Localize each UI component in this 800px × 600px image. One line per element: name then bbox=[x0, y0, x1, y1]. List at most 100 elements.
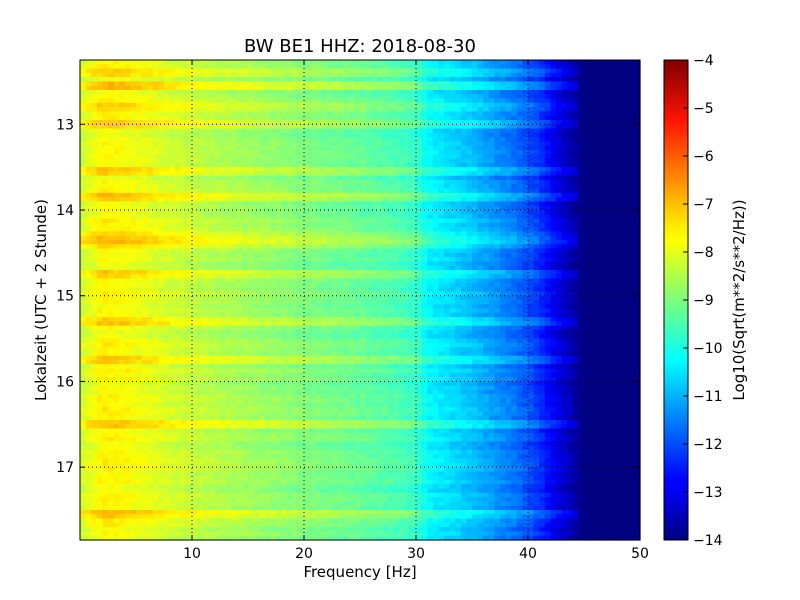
heatmap-cell bbox=[248, 137, 255, 143]
heatmap-cell bbox=[634, 141, 641, 147]
heatmap-cell bbox=[589, 184, 596, 190]
heatmap-cell bbox=[444, 162, 451, 168]
heatmap-cell bbox=[533, 60, 540, 65]
heatmap-cell bbox=[102, 150, 109, 155]
heatmap-cell bbox=[253, 68, 260, 74]
heatmap-cell bbox=[623, 210, 630, 215]
heatmap-cell bbox=[225, 252, 232, 258]
heatmap-cell bbox=[410, 192, 417, 198]
heatmap-cell bbox=[259, 150, 266, 155]
heatmap-cell bbox=[528, 132, 535, 138]
heatmap-cell bbox=[544, 102, 551, 108]
heatmap-cell bbox=[164, 222, 171, 228]
heatmap-cell bbox=[544, 107, 551, 113]
heatmap-cell bbox=[483, 77, 490, 83]
heatmap-cell bbox=[164, 175, 171, 181]
heatmap-cell bbox=[365, 64, 372, 70]
heatmap-cell bbox=[416, 261, 423, 267]
heatmap-cell bbox=[550, 210, 557, 215]
heatmap-cell bbox=[488, 145, 495, 151]
heatmap-cell bbox=[259, 240, 266, 245]
heatmap-cell bbox=[85, 107, 92, 113]
heatmap-cell bbox=[505, 227, 512, 233]
heatmap-cell bbox=[304, 235, 311, 241]
heatmap-cell bbox=[96, 270, 103, 275]
heatmap-cell bbox=[113, 222, 120, 228]
heatmap-cell bbox=[136, 240, 143, 245]
heatmap-cell bbox=[197, 137, 204, 143]
heatmap-cell bbox=[320, 150, 327, 155]
heatmap-cell bbox=[225, 227, 232, 233]
heatmap-cell bbox=[147, 222, 154, 228]
heatmap-cell bbox=[376, 102, 383, 108]
heatmap-cell bbox=[108, 72, 115, 78]
heatmap-cell bbox=[393, 171, 400, 177]
heatmap-cell bbox=[634, 244, 641, 250]
heatmap-cell bbox=[404, 175, 411, 181]
heatmap-cell bbox=[220, 77, 227, 83]
heatmap-cell bbox=[444, 222, 451, 228]
heatmap-cell bbox=[197, 248, 204, 254]
heatmap-cell bbox=[287, 184, 294, 190]
heatmap-cell bbox=[192, 214, 199, 220]
heatmap-cell bbox=[376, 154, 383, 160]
heatmap-cell bbox=[276, 205, 283, 211]
heatmap-cell bbox=[393, 265, 400, 271]
heatmap-cell bbox=[236, 240, 243, 245]
heatmap-cell bbox=[315, 210, 322, 215]
heatmap-cell bbox=[192, 240, 199, 245]
heatmap-cell bbox=[399, 162, 406, 168]
heatmap-cell bbox=[108, 124, 115, 130]
heatmap-cell bbox=[376, 137, 383, 143]
heatmap-cell bbox=[315, 270, 322, 275]
heatmap-cell bbox=[455, 171, 462, 177]
heatmap-cell bbox=[220, 270, 227, 275]
heatmap-cell bbox=[158, 175, 165, 181]
heatmap-cell bbox=[96, 257, 103, 263]
heatmap-cell bbox=[214, 167, 221, 173]
heatmap-cell bbox=[180, 158, 187, 164]
heatmap-cell bbox=[158, 132, 165, 138]
heatmap-cell bbox=[623, 68, 630, 74]
heatmap-cell bbox=[197, 141, 204, 147]
heatmap-cell bbox=[343, 244, 350, 250]
heatmap-cell bbox=[242, 261, 249, 267]
heatmap-cell bbox=[175, 188, 182, 194]
heatmap-cell bbox=[606, 270, 613, 275]
heatmap-cell bbox=[175, 111, 182, 117]
heatmap-cell bbox=[376, 120, 383, 125]
heatmap-cell bbox=[494, 128, 501, 134]
heatmap-cell bbox=[124, 197, 131, 203]
heatmap-cell bbox=[276, 261, 283, 267]
heatmap-cell bbox=[617, 192, 624, 198]
heatmap-cell bbox=[320, 261, 327, 267]
heatmap-cell bbox=[488, 141, 495, 147]
heatmap-cell bbox=[96, 252, 103, 258]
heatmap-cell bbox=[287, 218, 294, 224]
heatmap-cell bbox=[113, 244, 120, 250]
heatmap-cell bbox=[612, 201, 619, 207]
heatmap-cell bbox=[80, 270, 87, 275]
heatmap-cell bbox=[360, 192, 367, 198]
heatmap-cell bbox=[270, 197, 277, 203]
heatmap-cell bbox=[108, 244, 115, 250]
heatmap-cell bbox=[180, 167, 187, 173]
heatmap-cell bbox=[91, 128, 98, 134]
heatmap-cell bbox=[281, 248, 288, 254]
heatmap-cell bbox=[444, 77, 451, 83]
heatmap-cell bbox=[119, 150, 126, 155]
heatmap-cell bbox=[449, 111, 456, 117]
heatmap-cell bbox=[556, 210, 563, 215]
heatmap-cell bbox=[292, 111, 299, 117]
heatmap-cell bbox=[332, 270, 339, 275]
heatmap-cell bbox=[550, 184, 557, 190]
heatmap-cell bbox=[304, 137, 311, 143]
heatmap-cell bbox=[158, 171, 165, 177]
heatmap-cell bbox=[220, 72, 227, 78]
heatmap-cell bbox=[354, 150, 361, 155]
heatmap-cell bbox=[550, 205, 557, 211]
heatmap-cell bbox=[438, 120, 445, 125]
heatmap-cell bbox=[180, 162, 187, 168]
heatmap-cell bbox=[628, 175, 635, 181]
heatmap-cell bbox=[108, 158, 115, 164]
